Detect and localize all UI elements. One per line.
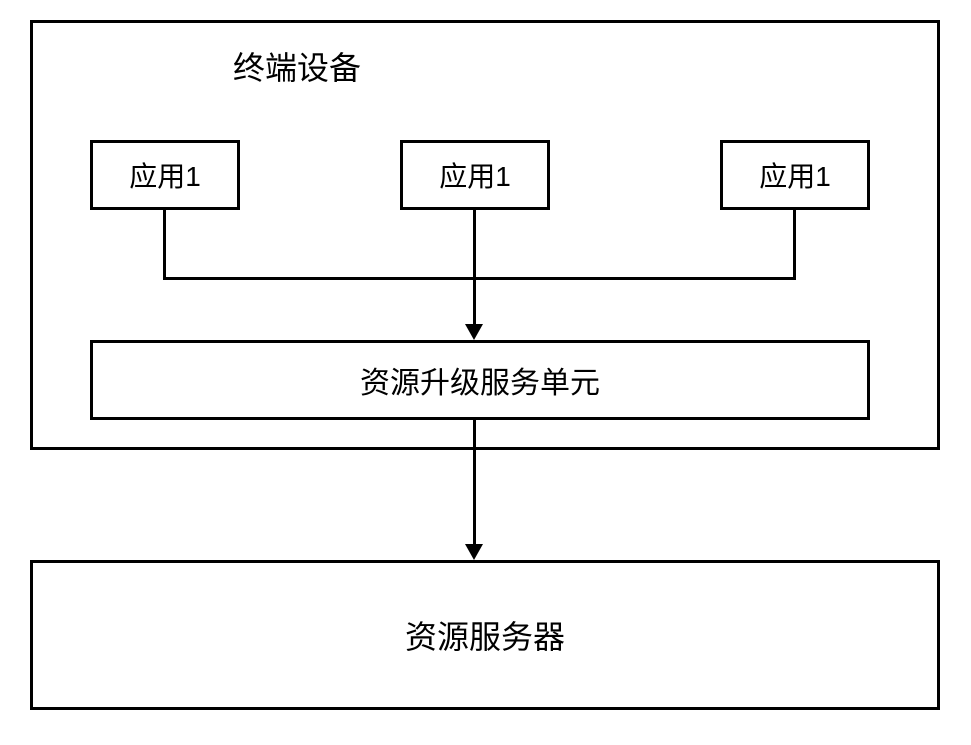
arrow-into-server (465, 544, 483, 560)
service-unit-label: 资源升级服务单元 (360, 358, 600, 402)
edge-horizontal-connector (163, 277, 796, 280)
app-box-3-label: 应用1 (759, 155, 831, 195)
edge-app3-down (793, 210, 796, 280)
edge-center-down (473, 210, 476, 327)
resource-server-label: 资源服务器 (405, 612, 565, 658)
edge-app1-down (163, 210, 166, 280)
app-box-3: 应用1 (720, 140, 870, 210)
edge-service-to-server (473, 420, 476, 547)
app-box-2: 应用1 (400, 140, 550, 210)
flowchart-diagram: 终端设备 应用1 应用1 应用1 资源升级服务单元 资源服务器 (0, 0, 971, 745)
service-unit-box: 资源升级服务单元 (90, 340, 870, 420)
app-box-1: 应用1 (90, 140, 240, 210)
resource-server-box: 资源服务器 (30, 560, 940, 710)
app-box-2-label: 应用1 (439, 155, 511, 195)
app-box-1-label: 应用1 (129, 155, 201, 195)
arrow-into-service (465, 324, 483, 340)
terminal-device-title: 终端设备 (233, 43, 361, 89)
